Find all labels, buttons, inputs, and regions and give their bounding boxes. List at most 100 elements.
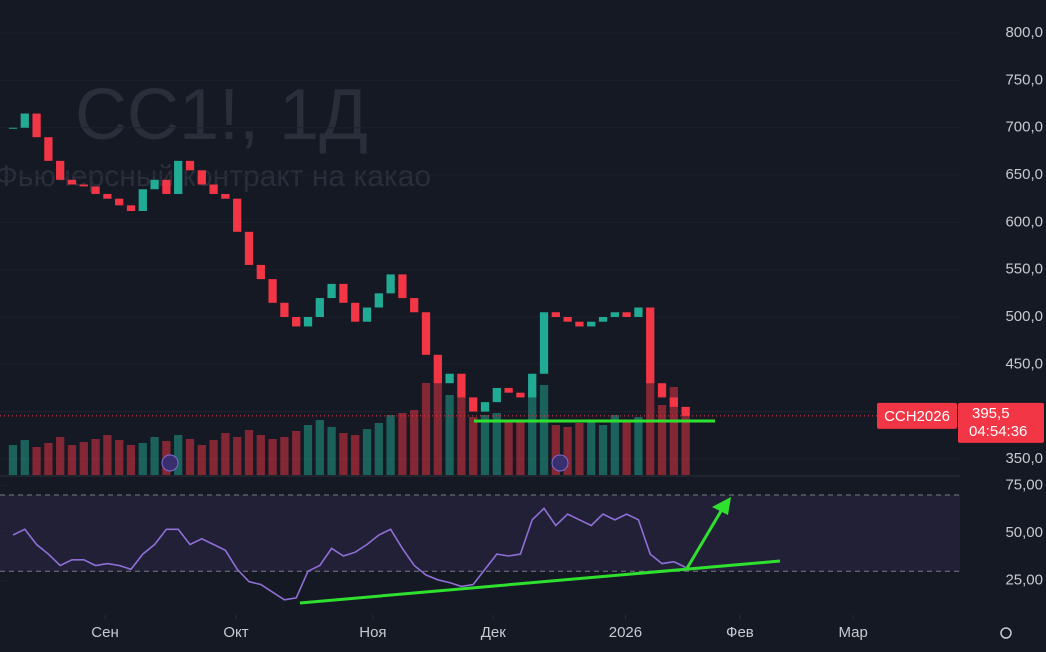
volume-bar: [79, 442, 88, 475]
volume-bar: [126, 445, 136, 475]
candle: [197, 170, 206, 185]
candle: [44, 137, 53, 161]
volume-bar: [610, 415, 619, 475]
volume-bar: [209, 440, 218, 475]
candle: [8, 127, 18, 129]
volume-bar: [339, 433, 348, 475]
candle: [551, 312, 560, 317]
candle: [162, 179, 171, 194]
y-tick-label: 450,0: [1005, 355, 1043, 372]
volume-bar: [327, 427, 336, 475]
volume-bar: [115, 440, 124, 475]
candle: [209, 184, 218, 194]
watermark-title: CC1!, 1Д: [75, 75, 368, 155]
x-tick-label: Окт: [223, 624, 248, 641]
settings-icon[interactable]: [1000, 627, 1012, 639]
candle: [56, 160, 65, 180]
candle: [610, 312, 619, 317]
volume-bar: [197, 445, 206, 475]
candle: [362, 307, 372, 322]
volume-bar: [657, 405, 667, 475]
arrow-line: [684, 505, 726, 571]
candle: [327, 283, 336, 299]
candle: [268, 279, 277, 303]
candle: [634, 307, 643, 317]
symbol-label: CCH2026: [884, 408, 950, 425]
volume-bar: [244, 430, 254, 475]
candle: [126, 205, 136, 212]
candle: [598, 316, 608, 322]
volume-bar: [681, 413, 690, 475]
volume-bar: [256, 435, 265, 475]
volume-bar: [457, 397, 466, 475]
y-tick-label: 550,0: [1005, 261, 1043, 278]
event-icon[interactable]: [551, 454, 569, 472]
x-tick-label: Сен: [91, 624, 118, 641]
candle: [79, 184, 88, 187]
candle: [174, 160, 183, 194]
volume-bar: [587, 420, 596, 475]
candle: [221, 193, 230, 199]
y-tick-label: 350,0: [1005, 450, 1043, 467]
candle: [398, 274, 407, 299]
x-tick-label: Мар: [839, 624, 868, 641]
volume-bar: [280, 437, 289, 475]
candle: [138, 189, 147, 212]
candle: [421, 312, 431, 355]
y-tick-label: 50,00: [1005, 524, 1043, 541]
volume-bar: [504, 420, 513, 475]
volume-bar: [150, 437, 159, 475]
volume-bar: [669, 387, 678, 475]
candle: [233, 198, 242, 232]
rsi-line: [12, 507, 686, 601]
volume-bar: [56, 437, 65, 475]
volume-bar: [433, 380, 442, 475]
y-tick-label: 650,0: [1005, 166, 1043, 183]
volume-bar: [91, 439, 100, 475]
volume-bar: [421, 383, 431, 475]
candle: [469, 397, 478, 412]
volume-bar: [268, 439, 277, 475]
volume-bar: [8, 445, 18, 475]
candle: [433, 354, 442, 384]
price-tag: [958, 402, 1044, 443]
x-tick-label: Фев: [726, 624, 754, 641]
volume-bar: [551, 425, 560, 475]
volume-bar: [386, 415, 395, 475]
volume-bar: [138, 443, 147, 475]
candle: [374, 293, 383, 308]
volume-bar: [374, 423, 383, 475]
candle: [516, 392, 525, 398]
candle: [115, 198, 124, 206]
volume-bar: [622, 420, 631, 475]
candle: [445, 373, 454, 384]
volume-bar: [315, 420, 324, 475]
annotations: [161, 419, 1012, 639]
candle: [492, 387, 501, 403]
y-tick-label: 800,0: [1005, 24, 1043, 41]
candle: [20, 113, 29, 128]
volume-bar: [598, 425, 608, 475]
candle: [150, 179, 159, 190]
candle: [67, 179, 77, 185]
y-tick-label: 500,0: [1005, 308, 1043, 325]
volume-bar: [528, 390, 537, 475]
volume-bar: [646, 380, 655, 475]
volume-bar: [351, 435, 360, 475]
rsi-band: [0, 495, 960, 572]
volume-bar: [233, 437, 242, 475]
event-icon[interactable]: [161, 454, 179, 472]
x-tick-label: Дек: [481, 624, 507, 641]
volume-bar: [398, 413, 407, 475]
y-tick-label: 600,0: [1005, 213, 1043, 230]
candle: [339, 283, 348, 303]
candle: [587, 321, 596, 327]
candle: [185, 160, 195, 171]
candle: [303, 316, 313, 327]
candle: [539, 312, 549, 374]
volume-bar: [634, 417, 643, 475]
volume-bar: [185, 439, 195, 475]
volume-bar: [20, 440, 29, 475]
